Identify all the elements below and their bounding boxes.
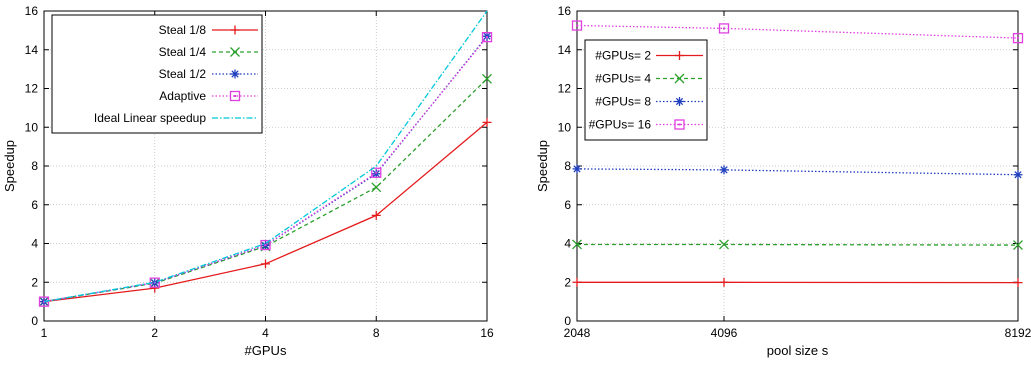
y-axis-label: Speedup — [535, 140, 550, 192]
x-tick-label: 8192 — [1005, 326, 1031, 340]
data-marker — [573, 164, 582, 173]
data-marker — [372, 183, 381, 192]
data-marker-dot — [723, 27, 725, 29]
legend-entry: Steal 1/8 — [159, 23, 207, 37]
y-tick-label: 4 — [31, 237, 38, 251]
data-marker-dot — [1017, 37, 1019, 39]
y-tick-label: 2 — [31, 275, 38, 289]
legend-entry: #GPUs= 16 — [589, 118, 652, 132]
y-tick-label: 16 — [558, 4, 572, 18]
data-marker — [720, 165, 729, 174]
series-line — [577, 26, 1018, 39]
x-tick-label: 1 — [41, 326, 48, 340]
y-tick-label: 10 — [25, 120, 39, 134]
y-tick-label: 16 — [25, 4, 39, 18]
series-line — [577, 245, 1018, 246]
data-marker-dot — [679, 124, 681, 126]
y-tick-label: 12 — [25, 82, 39, 96]
data-marker — [261, 259, 270, 268]
data-marker — [720, 278, 729, 287]
y-tick-label: 0 — [31, 314, 38, 328]
legend-entry: #GPUs= 8 — [595, 95, 651, 109]
y-tick-label: 6 — [564, 198, 571, 212]
y-tick-label: 14 — [25, 43, 39, 57]
series-4 — [573, 21, 1023, 43]
x-tick-label: 2 — [151, 326, 158, 340]
y-tick-label: 8 — [31, 159, 38, 173]
data-marker — [573, 278, 582, 287]
y-tick-label: 10 — [558, 120, 572, 134]
x-tick-label: 4096 — [711, 326, 738, 340]
data-marker — [1014, 278, 1023, 287]
legend-entry: Ideal Linear speedup — [94, 111, 206, 125]
legend-entry: Adaptive — [159, 89, 206, 103]
y-tick-label: 4 — [564, 237, 571, 251]
y-tick-label: 14 — [558, 43, 572, 57]
x-axis-label: pool size s — [767, 343, 829, 358]
data-marker — [1014, 170, 1023, 179]
series-2 — [573, 240, 1023, 250]
y-tick-label: 2 — [564, 275, 571, 289]
data-marker-dot — [576, 25, 578, 27]
x-tick-label: 4 — [262, 326, 269, 340]
data-marker-dot — [486, 36, 488, 38]
series-3 — [573, 164, 1023, 179]
legend-entry: #GPUs= 4 — [595, 72, 651, 86]
x-tick-label: 16 — [480, 326, 494, 340]
y-axis-label: Speedup — [2, 140, 17, 192]
legend-entry: Steal 1/2 — [159, 67, 207, 81]
series-line — [577, 169, 1018, 175]
x-axis-label: #GPUs — [245, 343, 287, 358]
data-marker — [675, 97, 684, 106]
y-tick-label: 6 — [31, 198, 38, 212]
data-marker — [231, 70, 240, 79]
legend-entry: Steal 1/4 — [159, 45, 207, 59]
legend: #GPUs= 2 #GPUs= 4 #GPUs= 8 #GPUs= 16 — [585, 40, 707, 140]
data-marker-dot — [375, 172, 377, 174]
series-1 — [573, 278, 1023, 287]
y-tick-label: 12 — [558, 82, 572, 96]
legend-entry: #GPUs= 2 — [595, 49, 651, 63]
x-tick-label: 8 — [373, 326, 380, 340]
x-tick-label: 2048 — [564, 326, 591, 340]
legend: Steal 1/8 Steal 1/4 Steal 1/2 Adaptive Ideal… — [52, 15, 262, 133]
data-marker-dot — [234, 95, 236, 97]
data-marker-dot — [265, 244, 267, 246]
y-tick-label: 8 — [564, 159, 571, 173]
